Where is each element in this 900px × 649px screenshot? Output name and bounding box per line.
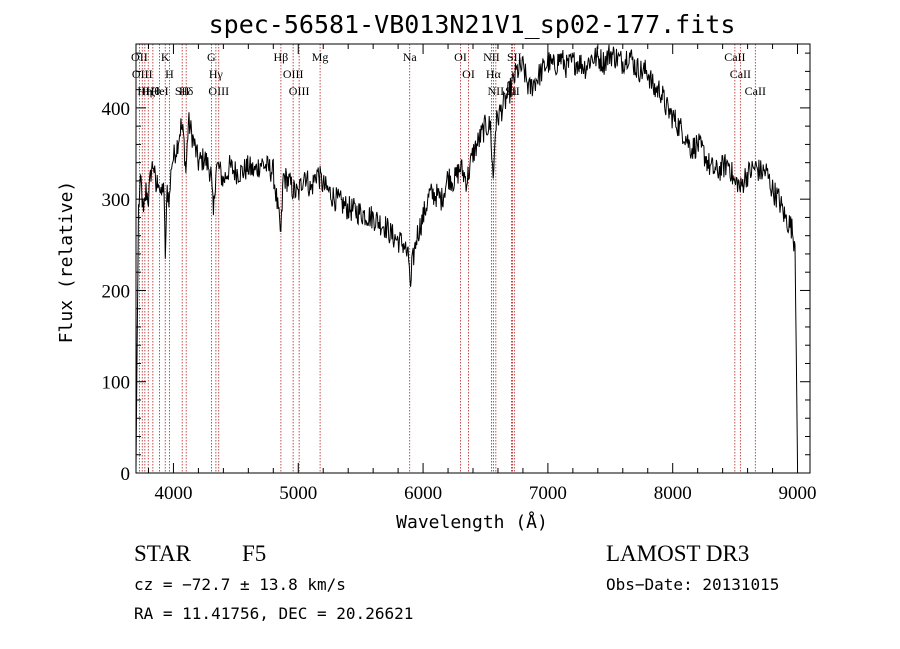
marker-label-hδ: Hδ (179, 84, 194, 98)
marker-label-oiii: OIII (132, 67, 153, 81)
y-axis-label: Flux (relative) (56, 181, 77, 344)
spectrum-line (135, 44, 798, 469)
plot-frame (135, 43, 811, 474)
x-tick-label: 8000 (654, 483, 692, 504)
y-tick-label: 100 (102, 373, 131, 394)
emission-line-labels: OIIOIIIHηHζHθHeIKHSIIHδGHγOIIIHβOIIIOIII… (131, 50, 766, 98)
marker-label-oiii: OIII (283, 67, 304, 81)
survey-name: LAMOST DR3 (606, 541, 749, 566)
marker-label-hη: Hη (137, 84, 152, 98)
marker-label-nii: NII (483, 50, 500, 64)
object-class: STAR (134, 541, 192, 566)
marker-label-oii: OII (131, 50, 148, 64)
marker-label-hγ: Hγ (209, 67, 224, 81)
y-axis-ticks: 0 100 200 300 400 (102, 52, 810, 485)
marker-label-h: H (165, 67, 174, 81)
y-tick-label: 0 (121, 464, 131, 485)
emission-line-markers (138, 44, 756, 473)
marker-label-k: K (161, 50, 170, 64)
marker-label-na: Na (403, 50, 418, 64)
x-axis-label: Wavelength (Å) (396, 511, 548, 533)
marker-label-oiii: OIII (289, 84, 310, 98)
marker-label-oi: OI (462, 67, 475, 81)
redshift-cz: cz = −72.7 ± 13.8 km/s (134, 575, 346, 594)
chart-title: spec-56581-VB013N21V1_sp02-177.fits (209, 10, 736, 39)
marker-label-hζ: Hζ (141, 84, 155, 98)
marker-label-g: G (207, 50, 216, 64)
marker-label-hβ: Hβ (274, 50, 289, 64)
marker-label-hθ: Hθ (146, 84, 161, 98)
coordinates: RA = 11.41756, DEC = 20.26621 (134, 604, 413, 623)
x-tick-label: 5000 (279, 483, 317, 504)
x-tick-label: 6000 (404, 483, 442, 504)
marker-label-mg: Mg (312, 50, 329, 64)
marker-label-caii: CaII (745, 84, 766, 98)
y-tick-label: 300 (102, 190, 131, 211)
observation-date: Obs−Date: 20131015 (606, 575, 779, 594)
y-tick-label: 200 (102, 281, 131, 302)
x-tick-label: 4000 (154, 483, 192, 504)
x-tick-label: 7000 (529, 483, 567, 504)
marker-label-oiii: OIII (208, 84, 229, 98)
marker-label-hα: Hα (486, 67, 502, 81)
marker-label-oi: OI (454, 50, 467, 64)
y-tick-label: 400 (102, 99, 131, 120)
marker-label-hei: HeI (151, 84, 169, 98)
x-axis-ticks: 4000 5000 6000 7000 8000 9000 (147, 44, 817, 504)
marker-label-nii: NII (488, 84, 505, 98)
object-subclass: F5 (242, 541, 266, 566)
marker-label-caii: CaII (724, 50, 745, 64)
marker-label-sii: SII (505, 84, 520, 98)
marker-label-sii: SII (175, 84, 190, 98)
marker-label-sii: SII (507, 50, 522, 64)
x-tick-label: 9000 (779, 483, 817, 504)
marker-label-caii: CaII (730, 67, 751, 81)
